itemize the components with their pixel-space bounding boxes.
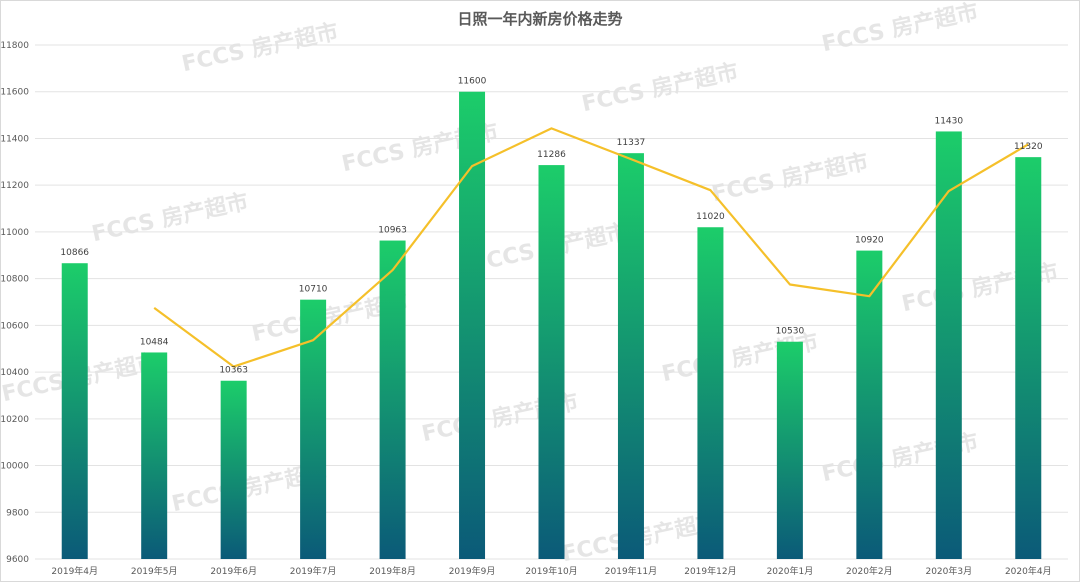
y-tick-label: 11000 [0,228,29,238]
data-label: 11020 [696,212,725,222]
bar [538,165,565,559]
x-tick-label: 2019年4月 [51,565,98,577]
data-label: 10920 [855,236,884,246]
trend-line [153,127,1029,368]
bar [459,91,486,560]
y-tick-label: 10600 [0,321,29,331]
y-tick-label: 11800 [0,41,29,51]
x-tick-label: 2019年8月 [369,565,416,577]
data-label: 10963 [378,226,407,236]
bar [300,299,327,559]
y-tick-label: 11400 [0,134,29,144]
data-label: 11430 [934,116,963,126]
y-tick-label: 10200 [0,415,29,425]
x-tick-label: 2019年10月 [525,565,577,577]
y-tick-label: 11200 [0,181,29,191]
data-label: 11286 [537,150,566,160]
data-label: 11337 [617,138,646,148]
data-label: 10363 [219,366,248,376]
bar [935,131,962,560]
data-label: 11600 [458,77,487,87]
bar [61,263,88,559]
x-tick-label: 2019年7月 [290,565,337,577]
bar [617,153,644,559]
y-tick-label: 10400 [0,368,29,378]
x-tick-label: 2020年1月 [767,565,814,577]
bar [141,352,168,559]
x-tick-label: 2019年5月 [131,565,178,577]
bar [379,240,406,559]
chart-title: 日照一年内新房价格走势 [457,10,622,28]
data-label: 11320 [1014,142,1043,152]
bar [856,250,883,559]
x-tick-label: 2019年6月 [210,565,257,577]
bar [1015,157,1042,560]
bar [776,341,803,559]
x-tick-label: 2020年2月 [846,565,893,577]
x-tick-label: 2020年4月 [1005,565,1052,577]
x-tick-label: 2020年3月 [925,565,972,577]
data-label: 10484 [140,337,169,347]
bar [220,380,247,559]
x-tick-label: 2019年9月 [449,565,496,577]
y-tick-label: 9600 [6,555,29,565]
y-tick-label: 9800 [6,508,29,518]
data-label: 10710 [299,285,328,295]
data-label: 10866 [60,248,89,258]
y-tick-label: 10000 [0,462,29,472]
y-tick-label: 11600 [0,88,29,98]
x-tick-label: 2019年11月 [605,565,657,577]
y-tick-label: 10800 [0,275,29,285]
data-label: 10530 [776,327,805,337]
x-tick-label: 2019年12月 [684,565,736,577]
bar [697,227,724,559]
